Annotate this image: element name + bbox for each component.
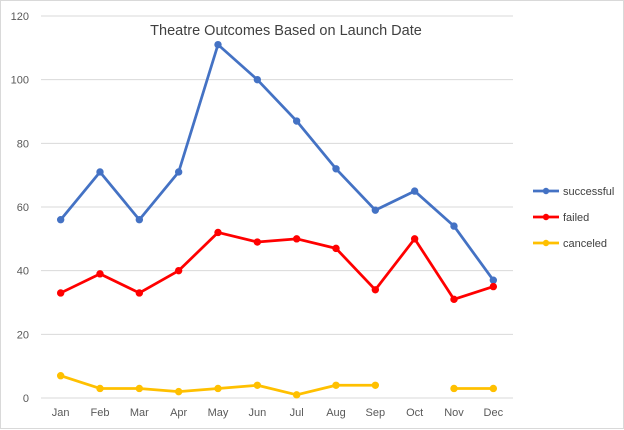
x-tick-label: Jan — [52, 407, 70, 419]
legend-item-failed: failed — [533, 212, 589, 224]
data-point — [253, 381, 262, 389]
data-point — [371, 206, 380, 214]
series-lines — [56, 40, 498, 399]
x-tick-label: Sep — [366, 407, 386, 419]
x-tick-label: Oct — [406, 407, 423, 419]
series-line-failed — [59, 231, 495, 301]
data-point — [332, 381, 340, 389]
series-successful — [56, 40, 498, 284]
y-tick-label: 60 — [17, 202, 29, 214]
gridlines — [41, 15, 513, 399]
data-point — [174, 168, 183, 176]
y-tick-label: 0 — [23, 393, 29, 405]
data-point — [371, 286, 380, 294]
x-tick-label: May — [208, 407, 229, 419]
data-point — [489, 282, 498, 291]
data-point — [332, 244, 340, 253]
x-tick-label: Mar — [130, 407, 149, 419]
legend-label: successful — [563, 186, 614, 198]
data-point — [56, 289, 65, 297]
legend-item-canceled: canceled — [533, 238, 607, 250]
legend-swatch-marker — [542, 239, 550, 247]
data-point — [253, 75, 262, 84]
y-tick-label: 20 — [17, 329, 29, 341]
data-point — [292, 235, 301, 243]
data-point — [96, 270, 104, 278]
data-point — [174, 266, 183, 275]
data-point — [292, 391, 301, 399]
data-point — [292, 117, 301, 125]
x-tick-label: Jun — [248, 407, 266, 419]
data-point — [135, 289, 144, 297]
data-point — [214, 384, 222, 393]
x-tick-label: Apr — [170, 407, 187, 419]
y-tick-label: 40 — [17, 266, 29, 278]
data-point — [56, 372, 65, 380]
x-tick-label: Nov — [444, 407, 464, 419]
x-axis-ticks: Jan Feb Mar Apr May Jun Jul Aug Sep Oct Nov Dec — [52, 407, 504, 419]
data-point — [332, 165, 340, 173]
data-point — [174, 387, 183, 396]
legend-swatch-marker — [542, 187, 550, 195]
x-tick-label: Aug — [326, 407, 346, 419]
data-point — [135, 216, 144, 224]
legend: successful failed canceled — [533, 186, 614, 250]
data-point — [489, 276, 498, 284]
data-point — [410, 187, 419, 195]
series-line-successful — [59, 43, 495, 282]
y-axis-ticks: 0 20 40 60 80 100 120 — [11, 11, 29, 405]
data-point — [253, 238, 262, 246]
data-point — [214, 40, 222, 49]
y-tick-label: 100 — [11, 75, 29, 87]
legend-swatch-marker — [542, 213, 550, 221]
y-tick-label: 120 — [11, 11, 29, 23]
legend-label: failed — [563, 212, 589, 224]
data-point — [214, 228, 222, 237]
data-point — [371, 381, 380, 389]
legend-label: canceled — [563, 238, 607, 250]
data-point — [96, 168, 104, 176]
legend-item-successful: successful — [533, 186, 614, 198]
data-point — [450, 295, 458, 304]
series-canceled — [56, 372, 498, 399]
data-point — [450, 384, 458, 393]
data-point — [410, 235, 419, 243]
x-tick-label: Dec — [484, 407, 504, 419]
x-tick-label: Jul — [290, 407, 304, 419]
chart-title: Theatre Outcomes Based on Launch Date — [150, 23, 422, 39]
x-tick-label: Feb — [91, 407, 110, 419]
data-point — [450, 222, 458, 230]
data-point — [56, 216, 65, 224]
series-failed — [56, 228, 498, 304]
y-tick-label: 80 — [17, 138, 29, 150]
data-point — [96, 384, 104, 393]
data-point — [135, 384, 144, 393]
data-point — [489, 384, 498, 393]
